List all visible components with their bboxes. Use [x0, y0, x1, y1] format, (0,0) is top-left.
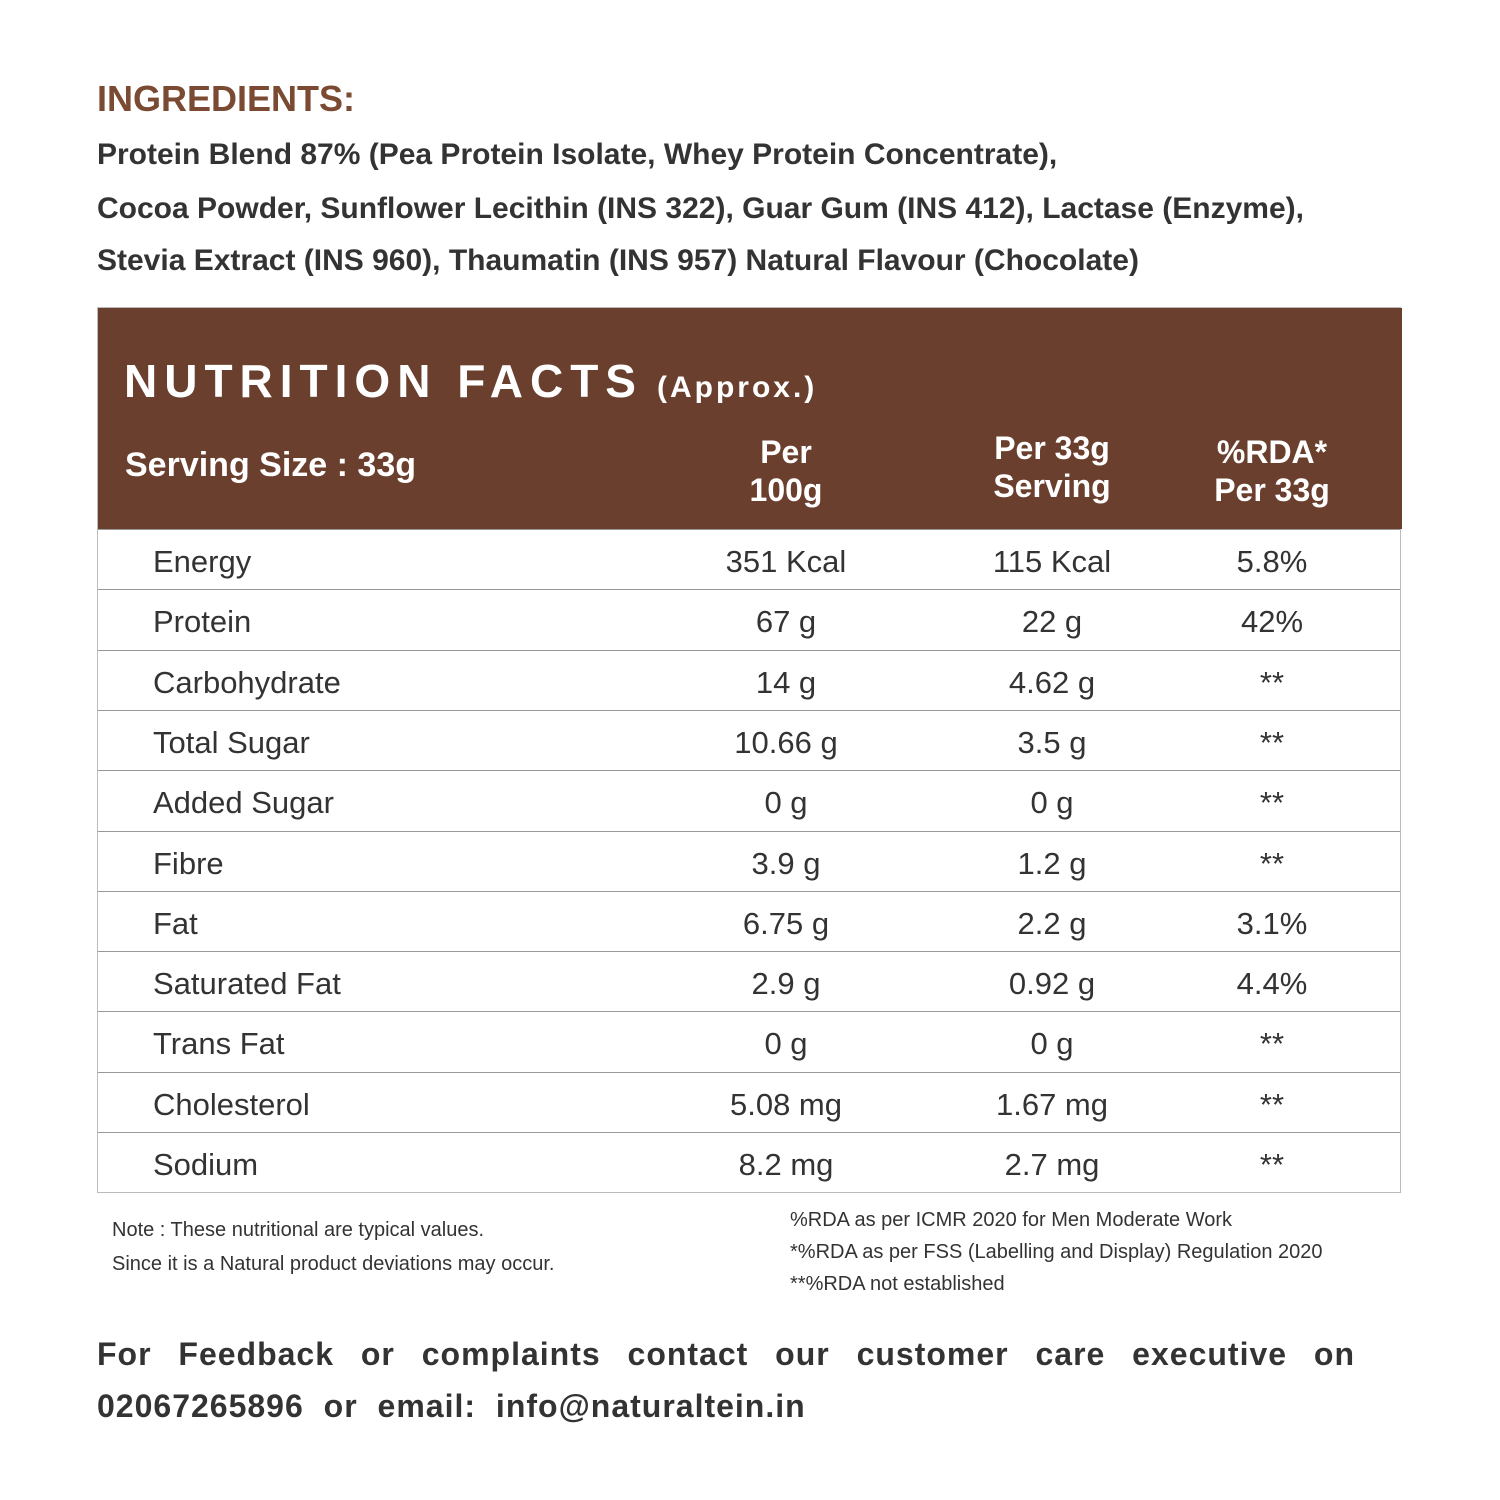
nutrient-value: 2.2 g	[1017, 905, 1087, 941]
table-row: Carbohydrate 14 g 4.62 g **	[98, 649, 1400, 711]
nutrition-title: NUTRITION FACTS	[124, 355, 643, 407]
nutrient-value: **	[1259, 1086, 1285, 1122]
header-text: 100g	[749, 472, 823, 508]
ingredients-line: Protein Blend 87% (Pea Protein Isolate, …	[97, 138, 1058, 171]
note: *%RDA as per FSS (Labelling and Display)…	[790, 1241, 1323, 1263]
nutrient-value: 0.92 g	[1008, 966, 1096, 1002]
nutrient-value: 5.08 mg	[729, 1086, 842, 1122]
nutrient-value: 0 g	[764, 1026, 808, 1062]
header-text: Per	[760, 434, 812, 470]
ingredients-line: Cocoa Powder, Sunflower Lecithin (INS 32…	[97, 192, 1304, 225]
nutrient-value: **	[1259, 845, 1285, 881]
nutrient-name: Sodium	[153, 1147, 259, 1182]
table-row: Fibre 3.9 g 1.2 g **	[98, 830, 1400, 892]
nutrient-value: 0 g	[1030, 785, 1074, 821]
nutrient-value: 6.75 g	[742, 905, 830, 941]
nutrient-value: 4.4%	[1236, 966, 1308, 1002]
note: **%RDA not established	[790, 1273, 1005, 1295]
table-row: Protein 67 g 22 g 42%	[98, 589, 1400, 650]
nutrient-name: Added Sugar	[153, 785, 334, 821]
nutrient-value: 8.2 mg	[738, 1147, 834, 1182]
nutrient-name: Total Sugar	[153, 724, 310, 760]
nutrient-name: Cholesterol	[153, 1086, 310, 1122]
ingredients-title: INGREDIENTS:	[97, 78, 356, 119]
nutrient-value: 351 Kcal	[725, 544, 847, 579]
nutrient-value: **	[1259, 1147, 1285, 1182]
nutrient-value: 42%	[1240, 604, 1304, 640]
note: Note : These nutritional are typical val…	[112, 1219, 485, 1241]
nutrient-name: Trans Fat	[153, 1026, 285, 1062]
table-row: Total Sugar 10.66 g 3.5 g **	[98, 709, 1400, 771]
table-row: Added Sugar 0 g 0 g **	[98, 770, 1400, 831]
note: Since it is a Natural product deviations…	[112, 1253, 555, 1275]
nutrient-value: 10.66 g	[734, 724, 838, 760]
nutrient-name: Protein	[153, 604, 252, 640]
header-text: Serving Size : 33g	[125, 446, 416, 484]
table-row: Trans Fat 0 g 0 g **	[98, 1011, 1400, 1072]
note: %RDA as per ICMR 2020 for Men Moderate W…	[790, 1209, 1233, 1231]
nutrient-value: 14 g	[755, 664, 817, 700]
nutrition-subtitle: (Approx.)	[656, 371, 818, 404]
header-text: Per 33g	[994, 430, 1110, 466]
nutrient-value: 1.67 mg	[995, 1086, 1108, 1122]
nutrient-name: Fat	[153, 905, 198, 941]
header-text: %RDA*	[1216, 434, 1328, 470]
nutrient-value: **	[1259, 785, 1285, 821]
nutrient-value: 3.1%	[1236, 905, 1308, 941]
table-row: Cholesterol 5.08 mg 1.67 mg **	[98, 1071, 1400, 1133]
header-cell: %RDA* Per 33g	[1152, 433, 1392, 509]
header-text: Per 33g	[1214, 472, 1330, 508]
table-row: Sodium 8.2 mg 2.7 mg **	[98, 1132, 1400, 1193]
footer-line: 02067265896 or email: info@naturaltein.i…	[97, 1388, 806, 1424]
ingredients-line: Stevia Extract (INS 960), Thaumatin (INS…	[97, 244, 1139, 277]
table-row: Saturated Fat 2.9 g 0.92 g 4.4%	[98, 951, 1400, 1012]
nutrient-value: **	[1259, 724, 1285, 760]
nutrient-name: Fibre	[153, 845, 224, 881]
nutrient-value: 0 g	[764, 785, 808, 821]
nutrition-table: NUTRITION FACTS (Approx.) Serving Size : …	[97, 307, 1402, 1193]
nutrient-value: 67 g	[755, 604, 817, 640]
nutrient-value: 2.7 mg	[1004, 1147, 1100, 1182]
header-cell: Per 33g Serving	[932, 429, 1172, 505]
nutrient-value: 4.62 g	[1008, 664, 1096, 700]
table-header: NUTRITION FACTS (Approx.) Serving Size : …	[98, 308, 1402, 529]
table-row: Fat 6.75 g 2.2 g 3.1%	[98, 890, 1400, 952]
nutrient-name: Energy	[153, 544, 252, 579]
table-row: Energy 351 Kcal 115 Kcal 5.8%	[98, 529, 1400, 590]
nutrient-value: 1.2 g	[1017, 845, 1087, 881]
header-cell: Per 100g	[666, 433, 906, 509]
nutrient-value: 3.5 g	[1017, 724, 1087, 760]
nutrient-value: 2.9 g	[751, 966, 821, 1002]
header-text: Serving	[993, 468, 1111, 504]
nutrient-value: 0 g	[1030, 1026, 1074, 1062]
nutrient-value: 22 g	[1021, 604, 1083, 640]
footer-line: For Feedback or complaints contact our c…	[97, 1336, 1355, 1372]
nutrient-value: **	[1259, 1026, 1285, 1062]
nutrient-name: Carbohydrate	[153, 664, 341, 700]
nutrient-value: 3.9 g	[751, 845, 821, 881]
nutrient-value: 5.8%	[1236, 544, 1308, 579]
nutrient-name: Saturated Fat	[153, 966, 341, 1002]
nutrition-title-block: NUTRITION FACTS (Approx.)	[124, 354, 817, 408]
nutrient-value: **	[1259, 664, 1285, 700]
header-cell: Serving Size : 33g	[125, 446, 416, 484]
nutrient-value: 115 Kcal	[992, 544, 1112, 579]
